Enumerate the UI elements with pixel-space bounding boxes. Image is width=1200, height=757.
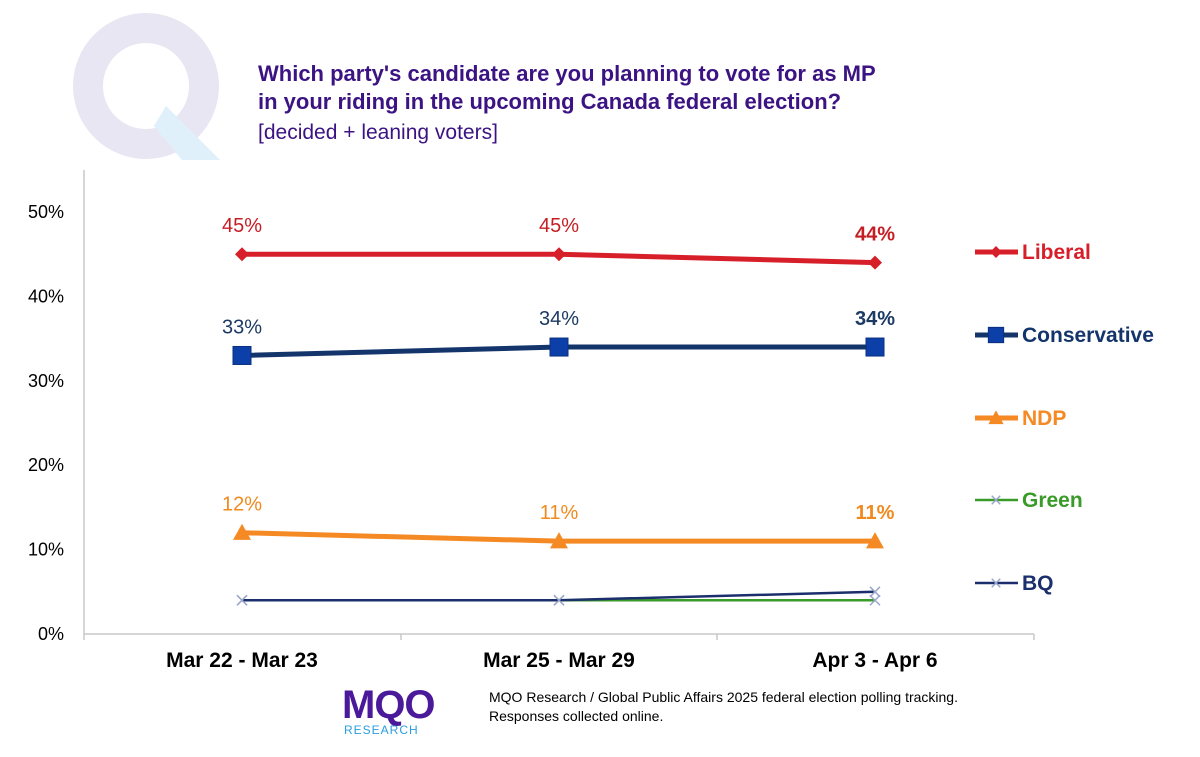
legend-item-bq: BQ [975, 572, 1054, 595]
data-label: 12% [222, 494, 262, 516]
data-point-marker [987, 326, 1005, 344]
data-point-marker [869, 594, 881, 606]
data-labels: 45% 45% 44% 33% 34% 34% 12% 11% 11% [222, 215, 895, 524]
marker-stroke [236, 594, 248, 606]
footer-note-line-2: Responses collected online. [489, 708, 664, 724]
x-tick-label: Apr 3 - Apr 6 [812, 649, 937, 672]
data-point-marker [233, 523, 251, 540]
y-tick-label: 10% [28, 540, 64, 560]
legend-label: Conservative [1022, 324, 1154, 347]
data-point-marker [869, 586, 881, 598]
series-liberal [235, 247, 882, 270]
data-label: 34% [855, 308, 895, 330]
series-ndp [233, 523, 884, 549]
legend-label: BQ [1022, 572, 1054, 595]
marker-stroke [869, 586, 881, 598]
y-axis-ticks: 0% 10% 20% 30% 40% 50% [28, 202, 64, 644]
x-tick-label: Mar 25 - Mar 29 [483, 649, 635, 672]
x-axis-ticks: Mar 22 - Mar 23 Mar 25 - Mar 29 Apr 3 - Ap… [83, 634, 1035, 672]
data-label: 11% [856, 502, 895, 524]
data-label: 45% [539, 215, 579, 237]
series-bq [236, 586, 881, 606]
marker-stroke [553, 594, 565, 606]
series-layer [232, 247, 885, 606]
legend: Liberal Conservative NDP Green BQ [975, 241, 1154, 595]
chart-title-line-2: in your riding in the upcoming Canada fe… [258, 89, 842, 114]
legend-label: Liberal [1022, 241, 1091, 264]
legend-label: Green [1022, 489, 1083, 512]
chart-title: Which party's candidate are you planning… [258, 60, 958, 116]
data-point-marker [235, 247, 249, 262]
data-point-marker [232, 345, 252, 365]
data-point-marker [990, 246, 1002, 258]
mqo-logo-subtext: RESEARCH [344, 723, 419, 736]
footer-note: MQO Research / Global Public Affairs 202… [489, 688, 1009, 726]
data-label: 11% [540, 502, 579, 524]
footer-note-line-1: MQO Research / Global Public Affairs 202… [489, 689, 958, 705]
legend-label: NDP [1022, 407, 1066, 430]
data-label: 34% [539, 308, 579, 330]
q-logo-watermark [73, 13, 220, 160]
chart-subtitle: [decided + leaning voters] [258, 121, 498, 144]
y-tick-label: 40% [28, 286, 64, 306]
y-tick-label: 30% [28, 371, 64, 391]
data-point-marker [988, 410, 1004, 425]
legend-item-liberal: Liberal [975, 241, 1091, 264]
data-label: 45% [222, 215, 262, 237]
y-tick-label: 20% [28, 455, 64, 475]
legend-item-conservative: Conservative [975, 324, 1154, 347]
legend-item-green: Green [975, 489, 1083, 512]
data-point-marker [550, 532, 568, 549]
data-point-marker [865, 337, 885, 357]
data-point-marker [236, 594, 248, 606]
series-conservative [232, 337, 885, 365]
legend-item-ndp: NDP [975, 407, 1066, 430]
data-point-marker [868, 255, 882, 270]
marker-stroke [869, 594, 881, 606]
y-tick-label: 50% [28, 202, 64, 222]
mqo-research-logo: MQO RESEARCH [342, 684, 436, 736]
x-tick-label: Mar 22 - Mar 23 [166, 649, 318, 672]
data-point-marker [991, 578, 1001, 588]
data-point-marker [991, 495, 1001, 505]
data-label: 44% [855, 224, 895, 246]
chart-title-line-1: Which party's candidate are you planning… [258, 61, 876, 86]
data-point-marker [866, 532, 884, 549]
data-point-marker [552, 247, 566, 262]
data-point-marker [549, 337, 569, 357]
mqo-logo-text: MQO [342, 684, 435, 727]
data-label: 33% [222, 316, 262, 338]
data-point-marker [553, 594, 565, 606]
marker-stroke [991, 578, 1001, 588]
line-chart: 0% 10% 20% 30% 40% 50% Mar 22 - Mar 23 Mar 25 … [28, 170, 1154, 672]
marker-stroke [991, 495, 1001, 505]
y-tick-label: 0% [38, 624, 64, 644]
